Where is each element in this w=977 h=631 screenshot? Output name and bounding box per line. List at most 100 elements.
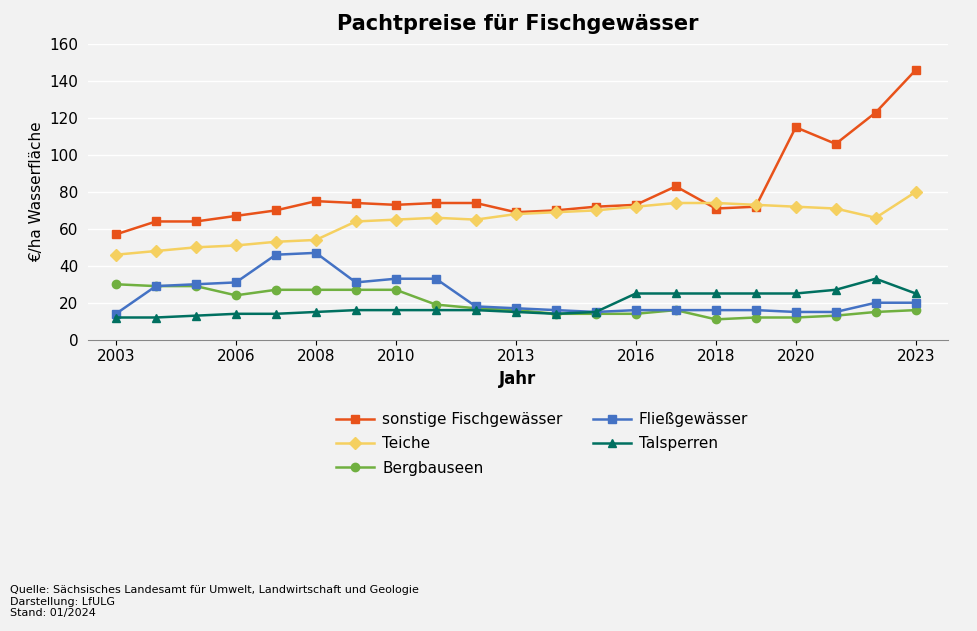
Bergbauseen [670, 306, 682, 314]
sonstige Fischgewässer [310, 198, 321, 205]
Talsperren [430, 306, 442, 314]
Fließgewässer [630, 306, 642, 314]
sonstige Fischgewässer [910, 66, 921, 74]
Title: Pachtpreise für Fischgewässer: Pachtpreise für Fischgewässer [337, 15, 699, 34]
Bergbauseen [910, 306, 921, 314]
Bergbauseen [350, 286, 361, 293]
Talsperren [829, 286, 841, 293]
Teiche [350, 218, 361, 225]
sonstige Fischgewässer [150, 218, 162, 225]
sonstige Fischgewässer [829, 140, 841, 148]
Teiche [789, 203, 801, 211]
Bergbauseen [510, 306, 522, 314]
Fließgewässer [390, 275, 402, 283]
Fließgewässer [510, 305, 522, 312]
Bergbauseen [630, 310, 642, 317]
sonstige Fischgewässer [390, 201, 402, 209]
Fließgewässer [590, 308, 602, 316]
Teiche [230, 242, 241, 249]
Talsperren [470, 306, 482, 314]
Fließgewässer [829, 308, 841, 316]
Fließgewässer [710, 306, 722, 314]
Fließgewässer [870, 299, 881, 307]
sonstige Fischgewässer [789, 124, 801, 131]
sonstige Fischgewässer [510, 208, 522, 216]
Talsperren [310, 308, 321, 316]
sonstige Fischgewässer [630, 201, 642, 209]
sonstige Fischgewässer [270, 206, 281, 214]
Bergbauseen [550, 310, 562, 317]
Teiche [390, 216, 402, 223]
Teiche [310, 236, 321, 244]
Talsperren [910, 290, 921, 297]
Y-axis label: €/ha Wasserfläche: €/ha Wasserfläche [28, 122, 44, 262]
Teiche [670, 199, 682, 207]
Fließgewässer [550, 306, 562, 314]
Talsperren [191, 312, 202, 319]
Fließgewässer [230, 279, 241, 286]
sonstige Fischgewässer [550, 206, 562, 214]
Talsperren [750, 290, 762, 297]
Teiche [870, 214, 881, 221]
Teiche [110, 251, 122, 259]
Bergbauseen [430, 301, 442, 309]
Teiche [829, 204, 841, 212]
Bergbauseen [270, 286, 281, 293]
Talsperren [630, 290, 642, 297]
Teiche [550, 208, 562, 216]
Teiche [910, 188, 921, 196]
sonstige Fischgewässer [430, 199, 442, 207]
Fließgewässer [150, 282, 162, 290]
Bergbauseen [110, 280, 122, 288]
sonstige Fischgewässer [870, 109, 881, 116]
sonstige Fischgewässer [191, 218, 202, 225]
Bergbauseen [870, 308, 881, 316]
Talsperren [390, 306, 402, 314]
Line: Bergbauseen: Bergbauseen [111, 280, 920, 324]
Talsperren [230, 310, 241, 317]
Teiche [470, 216, 482, 223]
Teiche [590, 206, 602, 214]
Bergbauseen [470, 305, 482, 312]
Fließgewässer [910, 299, 921, 307]
sonstige Fischgewässer [670, 182, 682, 190]
Talsperren [710, 290, 722, 297]
Teiche [710, 199, 722, 207]
Line: Teiche: Teiche [111, 188, 920, 259]
Talsperren [789, 290, 801, 297]
Bergbauseen [710, 316, 722, 323]
Teiche [191, 244, 202, 251]
Bergbauseen [789, 314, 801, 321]
Bergbauseen [829, 312, 841, 319]
Bergbauseen [191, 282, 202, 290]
sonstige Fischgewässer [590, 203, 602, 211]
Fließgewässer [310, 249, 321, 257]
Talsperren [550, 310, 562, 317]
Fließgewässer [789, 308, 801, 316]
Fließgewässer [670, 306, 682, 314]
Fließgewässer [350, 279, 361, 286]
Talsperren [870, 275, 881, 283]
Bergbauseen [390, 286, 402, 293]
Talsperren [510, 308, 522, 316]
Fließgewässer [191, 280, 202, 288]
Talsperren [110, 314, 122, 321]
Fließgewässer [270, 251, 281, 259]
Teiche [510, 210, 522, 218]
Line: Talsperren: Talsperren [111, 274, 920, 322]
Fließgewässer [430, 275, 442, 283]
Talsperren [150, 314, 162, 321]
sonstige Fischgewässer [230, 212, 241, 220]
sonstige Fischgewässer [350, 199, 361, 207]
Talsperren [270, 310, 281, 317]
Line: Fließgewässer: Fließgewässer [111, 249, 920, 318]
Fließgewässer [110, 310, 122, 317]
Talsperren [350, 306, 361, 314]
Teiche [630, 203, 642, 211]
sonstige Fischgewässer [110, 230, 122, 238]
Text: Quelle: Sächsisches Landesamt für Umwelt, Landwirtschaft und Geologie
Darstellun: Quelle: Sächsisches Landesamt für Umwelt… [10, 585, 419, 618]
Talsperren [670, 290, 682, 297]
Bergbauseen [310, 286, 321, 293]
sonstige Fischgewässer [750, 203, 762, 211]
Legend: sonstige Fischgewässer, Teiche, Bergbauseen, Fließgewässer, Talsperren: sonstige Fischgewässer, Teiche, Bergbaus… [336, 412, 748, 476]
